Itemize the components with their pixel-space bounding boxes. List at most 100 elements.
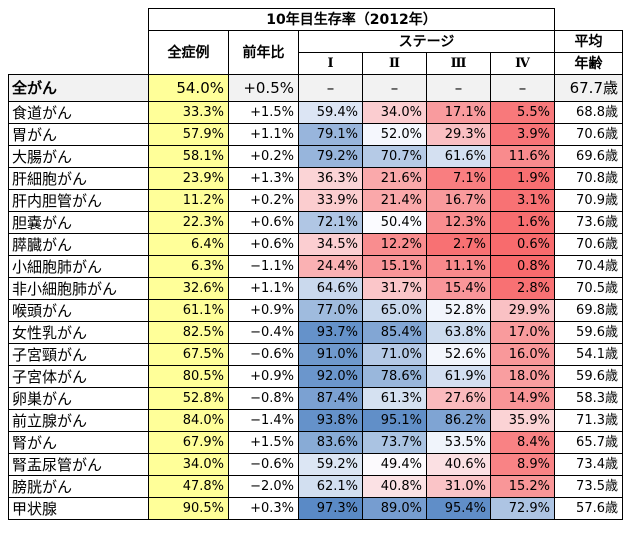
stage-2: 78.6% — [362, 365, 427, 388]
yoy-change: −1.1% — [228, 255, 299, 278]
all-cases: 33.3% — [148, 101, 229, 124]
stage-4: 3.9% — [490, 123, 555, 146]
avg-age: 70.8歳 — [554, 167, 623, 190]
yoy-change: +0.2% — [228, 145, 299, 168]
stage-4: 1.9% — [490, 167, 555, 190]
stage-3: 86.2% — [426, 409, 491, 432]
header-yoy: 前年比 — [228, 30, 299, 75]
stage-1: 77.0% — [298, 299, 363, 322]
stage-1: 34.5% — [298, 233, 363, 256]
all-cases: 84.0% — [148, 409, 229, 432]
cancer-name: 膵臓がん — [8, 233, 149, 256]
stage-3: 52.6% — [426, 343, 491, 366]
stage-3: 40.6% — [426, 453, 491, 476]
header-stage-1: Ⅰ — [298, 52, 363, 75]
yoy-change: +0.2% — [228, 189, 299, 212]
table-title: 10年目生存率（2012年） — [148, 8, 555, 31]
overall-age: 67.7歳 — [554, 74, 623, 102]
yoy-change: +1.5% — [228, 101, 299, 124]
all-cases: 57.9% — [148, 123, 229, 146]
stage-3: 95.4% — [426, 497, 491, 520]
table-row: 前立腺がん 84.0% −1.4% 93.8% 95.1% 86.2% 35.9% 71.3歳 — [8, 409, 623, 432]
header-blank — [9, 31, 149, 75]
cancer-name: 腎がん — [8, 431, 149, 454]
stage-1: 93.7% — [298, 321, 363, 344]
avg-age: 70.9歳 — [554, 189, 623, 212]
table-row: 喉頭がん 61.1% +0.9% 77.0% 65.0% 52.8% 29.9% 69.8歳 — [8, 299, 623, 322]
corner-blank-right — [555, 9, 623, 31]
stage-3: 11.1% — [426, 255, 491, 278]
yoy-change: +0.6% — [228, 211, 299, 234]
stage-4: 0.8% — [490, 255, 555, 278]
stage-3: 2.7% — [426, 233, 491, 256]
table-row: 胆嚢がん 22.3% +0.6% 72.1% 50.4% 12.3% 1.6% 73.6歳 — [8, 211, 623, 234]
all-cases: 67.9% — [148, 431, 229, 454]
table-row: 女性乳がん 82.5% −0.4% 93.7% 85.4% 63.8% 17.0% 59.6歳 — [8, 321, 623, 344]
stage-2: 95.1% — [362, 409, 427, 432]
stage-1: 33.9% — [298, 189, 363, 212]
yoy-change: −0.4% — [228, 321, 299, 344]
survival-table: 10年目生存率（2012年） 全症例 前年比 ステージ 平均 Ⅰ Ⅱ Ⅲ Ⅳ 年… — [8, 8, 623, 520]
stage-3: 29.3% — [426, 123, 491, 146]
yoy-change: +1.3% — [228, 167, 299, 190]
stage-1: 59.4% — [298, 101, 363, 124]
avg-age: 73.4歳 — [554, 453, 623, 476]
table-row: 膵臓がん 6.4% +0.6% 34.5% 12.2% 2.7% 0.6% 70.6歳 — [8, 233, 623, 256]
table-row: 食道がん 33.3% +1.5% 59.4% 34.0% 17.1% 5.5% 68.8歳 — [8, 101, 623, 124]
all-cases: 80.5% — [148, 365, 229, 388]
avg-age: 58.3歳 — [554, 387, 623, 410]
cancer-name: 胆嚢がん — [8, 211, 149, 234]
cancer-name: 喉頭がん — [8, 299, 149, 322]
cancer-name: 膀胱がん — [8, 475, 149, 498]
stage-4: 16.0% — [490, 343, 555, 366]
stage-2: 61.3% — [362, 387, 427, 410]
avg-age: 57.6歳 — [554, 497, 623, 520]
stage-3: 7.1% — [426, 167, 491, 190]
stage-3: 61.9% — [426, 365, 491, 388]
stage-3: 31.0% — [426, 475, 491, 498]
table-row: 膀胱がん 47.8% −2.0% 62.1% 40.8% 31.0% 15.2% 73.5歳 — [8, 475, 623, 498]
stage-1: 92.0% — [298, 365, 363, 388]
stage-4: 8.4% — [490, 431, 555, 454]
overall-stage-1: – — [298, 74, 363, 102]
yoy-change: −2.0% — [228, 475, 299, 498]
table-row: 子宮頸がん 67.5% −0.6% 91.0% 71.0% 52.6% 16.0% 54.1歳 — [8, 343, 623, 366]
overall-yoy: +0.5% — [228, 74, 299, 102]
overall-stage-3: – — [426, 74, 491, 102]
avg-age: 65.7歳 — [554, 431, 623, 454]
stage-2: 21.6% — [362, 167, 427, 190]
stage-4: 0.6% — [490, 233, 555, 256]
stage-4: 2.8% — [490, 277, 555, 300]
all-cases: 58.1% — [148, 145, 229, 168]
cancer-name: 胃がん — [8, 123, 149, 146]
overall-stage-4: – — [490, 74, 555, 102]
stage-2: 89.0% — [362, 497, 427, 520]
stage-2: 12.2% — [362, 233, 427, 256]
overall-all: 54.0% — [148, 74, 229, 102]
stage-2: 40.8% — [362, 475, 427, 498]
yoy-change: +1.5% — [228, 431, 299, 454]
yoy-change: −0.6% — [228, 343, 299, 366]
yoy-change: +1.1% — [228, 123, 299, 146]
header-all-cases: 全症例 — [148, 30, 229, 75]
avg-age: 70.5歳 — [554, 277, 623, 300]
table-row: 子宮体がん 80.5% +0.9% 92.0% 78.6% 61.9% 18.0% 59.6歳 — [8, 365, 623, 388]
avg-age: 73.6歳 — [554, 211, 623, 234]
all-cases: 6.4% — [148, 233, 229, 256]
stage-4: 18.0% — [490, 365, 555, 388]
all-cases: 6.3% — [148, 255, 229, 278]
cancer-name: 腎盂尿管がん — [8, 453, 149, 476]
stage-3: 12.3% — [426, 211, 491, 234]
header-avg-age-top: 平均 — [554, 30, 623, 53]
header-stage: ステージ — [298, 30, 555, 53]
yoy-change: +0.9% — [228, 365, 299, 388]
all-cases: 52.8% — [148, 387, 229, 410]
stage-4: 15.2% — [490, 475, 555, 498]
stage-1: 62.1% — [298, 475, 363, 498]
stage-1: 87.4% — [298, 387, 363, 410]
all-cases: 47.8% — [148, 475, 229, 498]
table-row: 小細胞肺がん 6.3% −1.1% 24.4% 15.1% 11.1% 0.8% 70.4歳 — [8, 255, 623, 278]
yoy-change: −1.4% — [228, 409, 299, 432]
stage-1: 64.6% — [298, 277, 363, 300]
stage-4: 35.9% — [490, 409, 555, 432]
